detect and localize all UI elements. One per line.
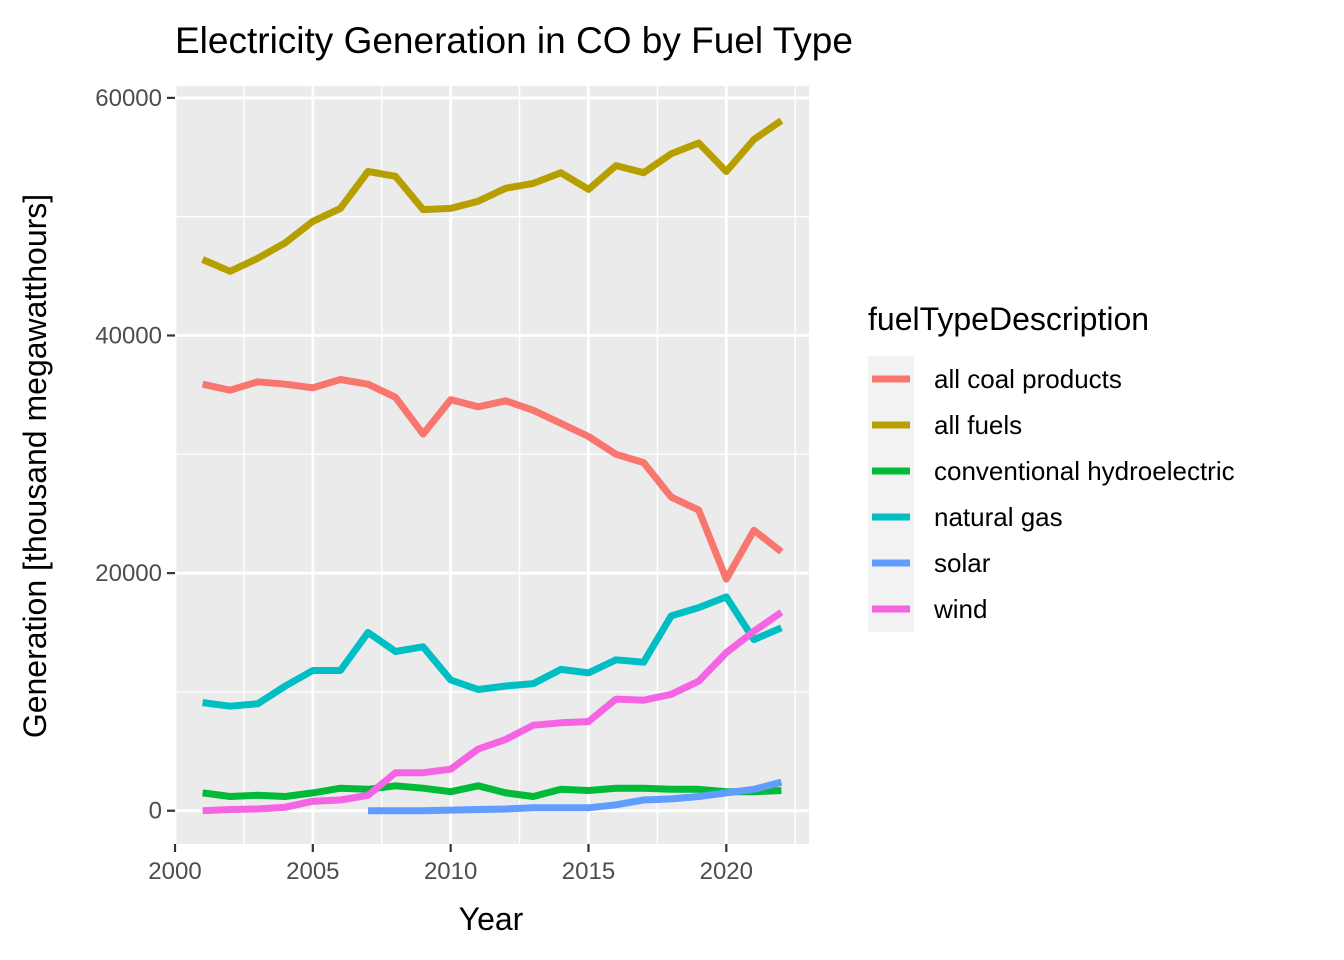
- legend-key-background: [868, 356, 914, 632]
- x-tick-label: 2020: [700, 858, 753, 885]
- y-axis-title: Generation [thousand megawatthours]: [17, 194, 53, 738]
- legend-label-solar: solar: [934, 548, 991, 578]
- series-line-natural-gas: [202, 593, 783, 710]
- y-tick-label: 60000: [95, 85, 162, 112]
- x-tick-label: 2015: [562, 858, 615, 885]
- legend: fuelTypeDescription all coal products all…: [868, 301, 1235, 632]
- y-tick-label: 40000: [95, 322, 162, 349]
- x-tick-label: 2010: [424, 858, 477, 885]
- x-axis: 2000 2005 2010 2015 2020: [148, 844, 753, 885]
- x-axis-title: Year: [459, 901, 524, 937]
- plot-panel: [175, 86, 809, 844]
- chart-title: Electricity Generation in CO by Fuel Typ…: [175, 20, 853, 61]
- y-tick-label: 20000: [95, 560, 162, 587]
- legend-label-all-fuels: all fuels: [934, 410, 1022, 440]
- x-tick-label: 2000: [148, 858, 201, 885]
- legend-label-all-coal-products: all coal products: [934, 364, 1122, 394]
- legend-label-wind: wind: [933, 594, 987, 624]
- series-line-solar: [368, 778, 783, 815]
- series-lines: [201, 117, 784, 815]
- legend-title: fuelTypeDescription: [868, 301, 1149, 337]
- y-tick-label: 0: [149, 798, 162, 825]
- series-line-wind: [202, 609, 784, 815]
- x-tick-label: 2005: [286, 858, 339, 885]
- y-axis: 0 20000 40000 60000: [95, 85, 175, 825]
- legend-label-natural-gas: natural gas: [934, 502, 1063, 532]
- series-line-all-coal-products: [201, 376, 784, 583]
- series-line-all-fuels: [201, 117, 784, 275]
- legend-label-conventional-hydroelectric: conventional hydroelectric: [934, 456, 1235, 486]
- series-line-conventional-hydroelectric: [202, 782, 782, 800]
